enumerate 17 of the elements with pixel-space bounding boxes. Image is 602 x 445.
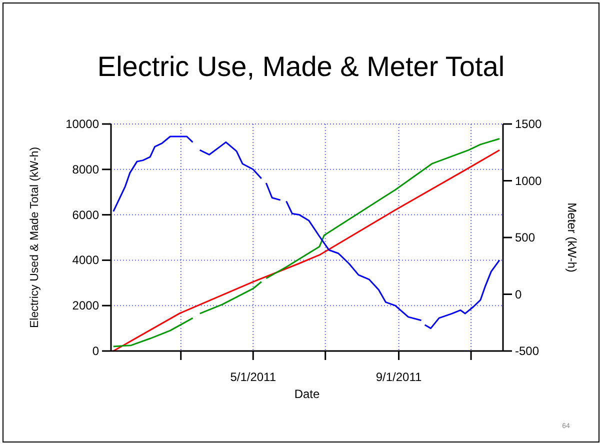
y-tick-label: 10000	[66, 117, 100, 131]
x-axis-title: Date	[294, 387, 320, 401]
y-tick-label: 8000	[72, 162, 100, 176]
y-tick-label: 2000	[72, 298, 100, 313]
y2-tick-label: 500	[515, 230, 536, 244]
y2-tick-label: -500	[515, 344, 540, 358]
x-tick-label: 9/1/2011	[376, 370, 422, 384]
y2-tick-label: 1000	[515, 174, 542, 188]
x-tick-label: 5/1/2011	[230, 370, 276, 384]
y-tick-label: 0	[92, 344, 100, 358]
y2-tick-label: 1500	[515, 117, 542, 131]
y2-tick-label: 0	[515, 287, 522, 302]
y-axis-title: Electricy Used & Made Total (kW-h)	[29, 146, 41, 328]
y-tick-label: 4000	[72, 253, 100, 268]
y-tick-label: 6000	[72, 208, 100, 222]
chart-title: Electric Use, Made & Meter Total	[97, 51, 505, 82]
y2-axis-title: Meter (kW-h)	[565, 202, 579, 272]
